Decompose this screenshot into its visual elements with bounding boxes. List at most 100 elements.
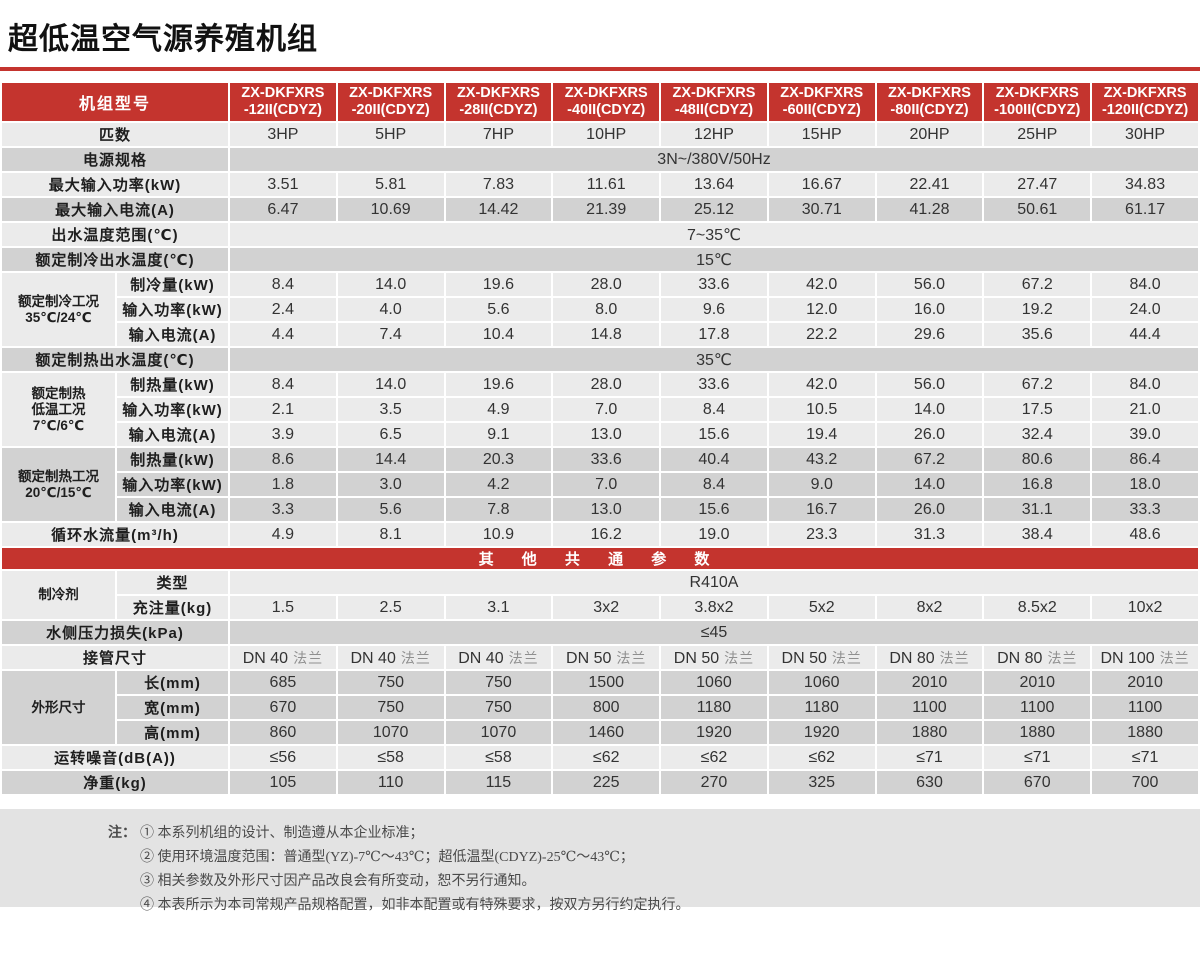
value-cell: 7.83 [443,171,554,198]
value-cell: 8x2 [874,594,985,621]
value-cell: 33.6 [659,271,769,298]
sub-row-label: 高(mm) [114,719,231,746]
value-cell: 50.61 [982,196,1093,223]
page: 超低温空气源养殖机组 机组型号 ZX-DKFXRS -12II(CDYZ) ZX-DK… [0,14,1200,913]
value-cell: 31.3 [874,521,985,548]
table-row: 净重(kg) 105 110 115 225 270 325 630 670 700 [0,769,1200,796]
value-cell: 67.2 [874,446,985,473]
section-band-row: 其 他 共 通 参 数 [0,546,1200,571]
value-cell: 2010 [1090,669,1200,696]
value-cell: ≤58 [443,744,554,771]
group-label: 额定制热 低温工况 7℃/6℃ [0,371,117,448]
value-cell: 14.0 [335,371,446,398]
spec-table-body: 机组型号 ZX-DKFXRS -12II(CDYZ) ZX-DKFXRS -20II(C… [0,81,1200,796]
section-band: 其 他 共 通 参 数 [0,546,1200,571]
sub-row-label: 输入功率(kW) [114,471,231,498]
sub-row-label: 制热量(kW) [114,371,231,398]
value-cell: 84.0 [1090,271,1200,298]
value-cell: 10.5 [766,396,877,423]
value-cell: 28.0 [551,271,662,298]
value-cell: ≤71 [874,744,985,771]
value-cell: 80.6 [982,446,1093,473]
value-cell: 61.17 [1090,196,1200,223]
value-cell: 13.0 [551,496,662,523]
value-cell: 3.0 [335,471,446,498]
value-cell: ≤56 [228,744,338,771]
value-cell: 750 [335,694,446,721]
table-row: 匹数 3HP 5HP 7HP 10HP 12HP 15HP 20HP 25HP 30HP [0,121,1200,148]
value-cell: 56.0 [874,371,985,398]
table-row: 输入功率(kW) 2.4 4.0 5.6 8.0 9.6 12.0 16.0 19.2 24.0 [1,296,1200,323]
table-row: 额定制热 低温工况 7℃/6℃ 制热量(kW) 8.4 14.0 19.6 28.0 33.6 4… [0,371,1200,448]
group-label: 额定制冷工况 35℃/24℃ [0,271,117,348]
value-cell: 26.0 [874,421,985,448]
value-cell: DN 50 法兰 [766,644,877,671]
value-cell: 17.5 [982,396,1093,423]
value-cell: DN 80 法兰 [874,644,985,671]
model-cell: ZX-DKFXRS -40II(CDYZ) [551,81,662,123]
value-cell: 21.0 [1090,396,1200,423]
value-cell: 1100 [874,694,985,721]
row-label: 电源规格 [0,146,231,173]
value-cell: 25.12 [659,196,769,223]
value-cell: 3x2 [551,594,662,621]
value-cell: 115 [443,769,554,796]
row-label: 运转噪音(dB(A)) [0,744,231,771]
value-cell: 34.83 [1090,171,1200,198]
notes-list: ① 本系列机组的设计、制造遵从本企业标准； ② 使用环境温度范围：普通型(YZ)-… [140,822,690,918]
value-cell: 41.28 [874,196,985,223]
value-cell: 7HP [443,121,554,148]
value-cell: 4.2 [443,471,554,498]
value-cell: 1070 [443,719,554,746]
value-cell: 19.6 [443,271,554,298]
value-cell: 22.41 [874,171,985,198]
value-cell: 2.5 [335,594,446,621]
sub-row-label: 制热量(kW) [114,446,231,473]
flange-label: 法兰 [1047,649,1078,666]
value-cell: 14.0 [335,271,446,298]
model-cell: ZX-DKFXRS -12II(CDYZ) [228,81,338,123]
value-cell: 35.6 [982,321,1093,348]
value-cell: 8.1 [335,521,446,548]
value-cell: 8.5x2 [982,594,1093,621]
value-cell: 15HP [766,121,877,148]
value-cell: 1.5 [228,594,338,621]
value-cell: 685 [228,669,338,696]
row-label: 接管尺寸 [0,644,231,671]
sub-row-label: 输入电流(A) [114,321,231,348]
row-label: 出水温度范围(℃) [0,221,231,248]
table-row: 额定制热工况 20℃/15℃ 制热量(kW) 8.6 14.4 20.3 33.6 40.4 4… [0,446,1200,523]
value-cell: 3.8x2 [659,594,769,621]
table-row: 最大输入功率(kW) 3.51 5.81 7.83 11.61 13.64 16.67 22.… [0,171,1200,198]
value-cell: 1060 [766,669,877,696]
value-cell: 11.61 [551,171,662,198]
value-cell: 4.9 [228,521,338,548]
table-row: 循环水流量(m³/h) 4.9 8.1 10.9 16.2 19.0 23.3 31.3 38.… [0,521,1200,548]
value-cell: 5HP [335,121,446,148]
notes-prefix: 注： [108,826,136,841]
table-row: 额定制热出水温度(℃) 35℃ [0,346,1200,373]
value-cell: 23.3 [766,521,877,548]
sub-row-label: 输入电流(A) [114,496,231,523]
merged-value: 15℃ [228,246,1200,273]
value-cell: 40.4 [659,446,769,473]
value-cell: 3.51 [228,171,338,198]
value-cell: 3.1 [443,594,554,621]
flange-label: 法兰 [616,649,647,666]
value-cell: 5.6 [443,296,554,323]
value-cell: 14.0 [874,471,985,498]
value-cell: 9.6 [659,296,769,323]
value-cell: 105 [228,769,338,796]
value-cell: 3.5 [335,396,446,423]
value-cell: 750 [335,669,446,696]
sub-row-label: 充注量(kg) [114,594,231,621]
value-cell: 19.6 [443,371,554,398]
sub-row-label: 输入功率(kW) [114,296,231,323]
value-cell: 16.0 [874,296,985,323]
value-cell: 38.4 [982,521,1093,548]
model-cell: ZX-DKFXRS -80II(CDYZ) [874,81,985,123]
value-cell: 5x2 [766,594,877,621]
spec-table: 机组型号 ZX-DKFXRS -12II(CDYZ) ZX-DKFXRS -20II(C… [0,81,1200,796]
merged-value: R410A [228,569,1200,596]
value-cell: 1070 [335,719,446,746]
